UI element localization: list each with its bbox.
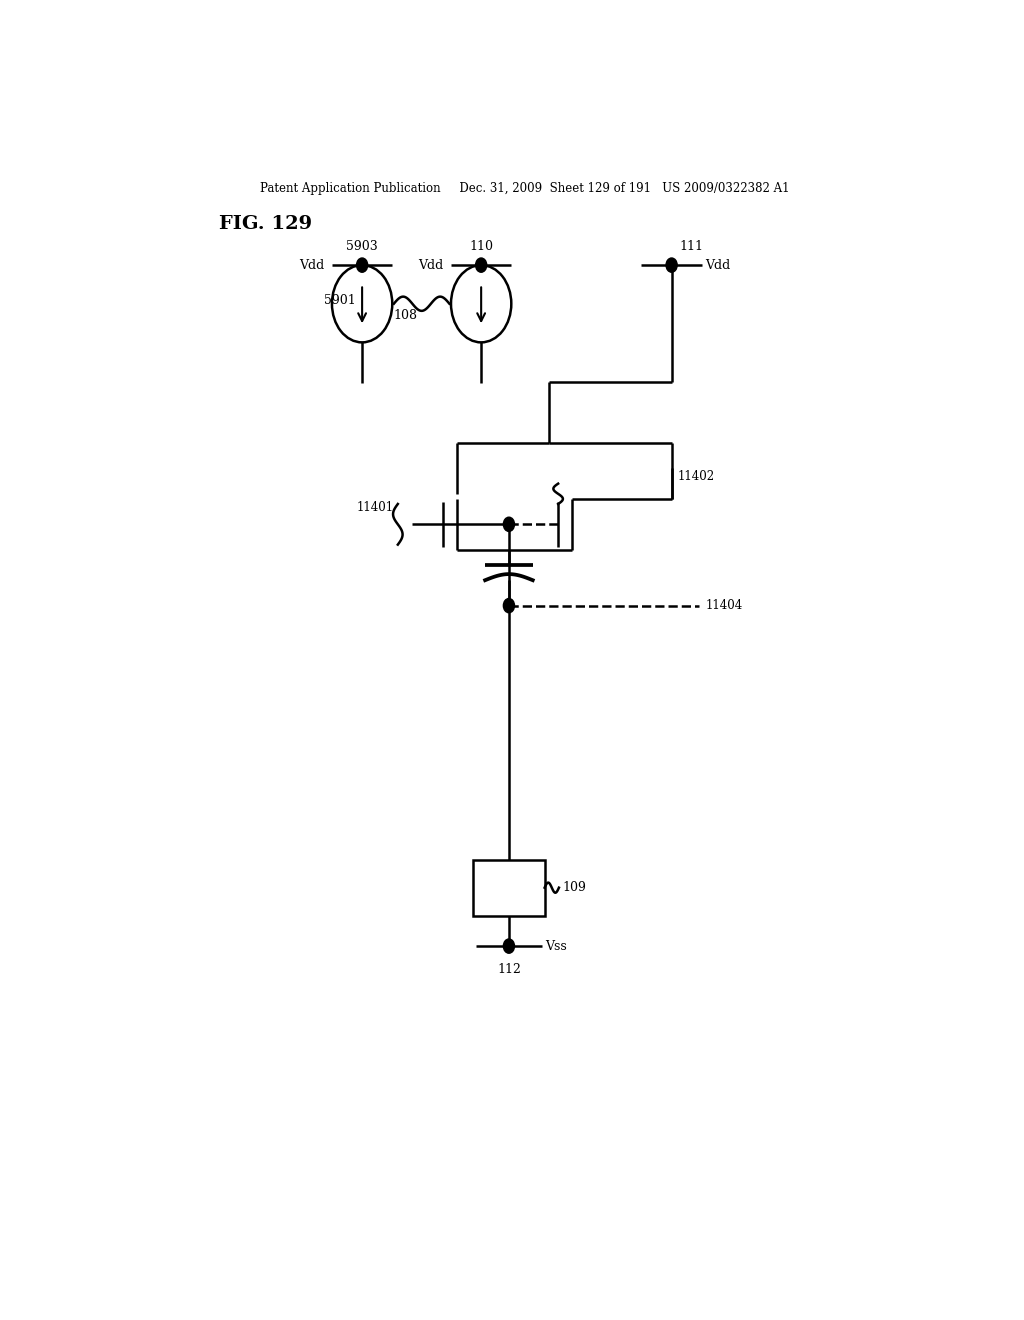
Text: Vdd: Vdd (299, 259, 324, 272)
Circle shape (504, 939, 514, 953)
Bar (473, 859, 545, 916)
Circle shape (504, 517, 514, 532)
Text: 5903: 5903 (346, 240, 378, 253)
Text: 108: 108 (394, 309, 418, 322)
Text: Patent Application Publication     Dec. 31, 2009  Sheet 129 of 191   US 2009/032: Patent Application Publication Dec. 31, … (260, 182, 790, 195)
Text: 11402: 11402 (678, 470, 715, 483)
Circle shape (666, 257, 677, 272)
Text: 5901: 5901 (324, 293, 355, 306)
Text: FIG. 129: FIG. 129 (219, 215, 312, 234)
Text: 111: 111 (680, 240, 703, 253)
Circle shape (356, 257, 368, 272)
Circle shape (475, 257, 486, 272)
Text: Vss: Vss (546, 940, 567, 953)
Circle shape (504, 598, 514, 612)
Text: 109: 109 (562, 882, 586, 894)
Text: 110: 110 (469, 240, 494, 253)
Text: 11404: 11404 (706, 599, 743, 612)
Text: Vdd: Vdd (705, 259, 730, 272)
Text: 11401: 11401 (356, 502, 394, 515)
Text: Vdd: Vdd (418, 259, 443, 272)
Text: 112: 112 (497, 964, 521, 977)
